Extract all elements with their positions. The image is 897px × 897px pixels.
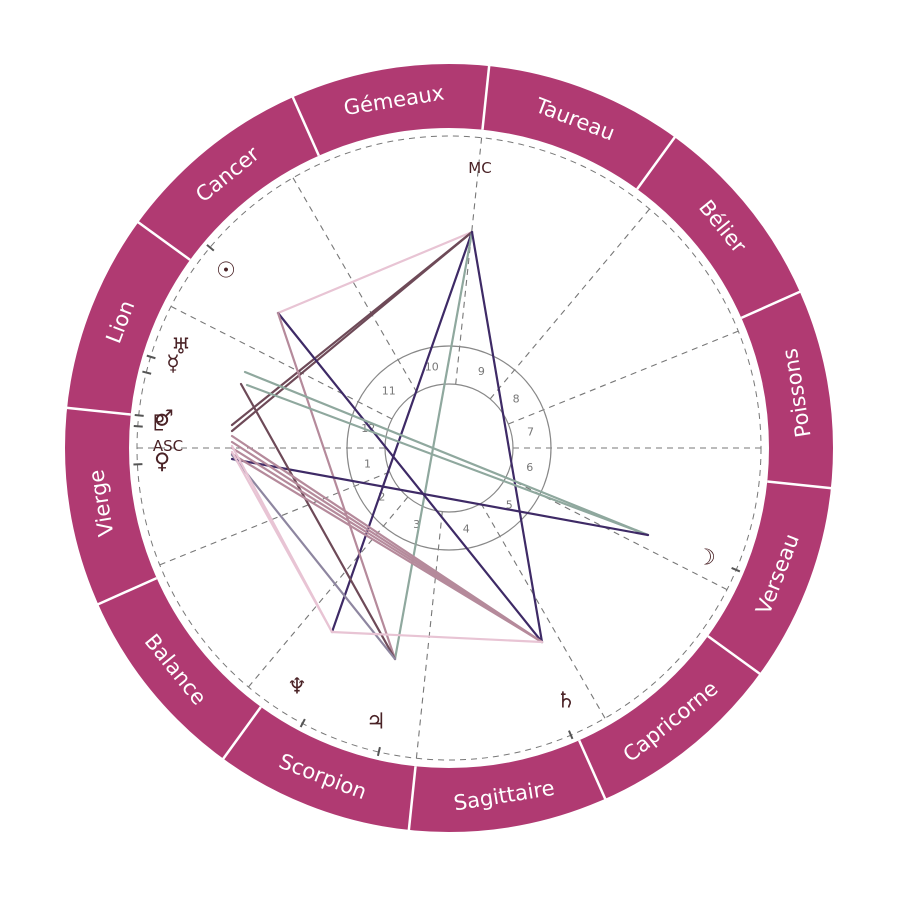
house-number-5: 5 — [506, 499, 513, 512]
planet-mercure-icon: ☿ — [166, 352, 180, 377]
aspect-line — [470, 230, 544, 644]
sign-divider — [65, 406, 131, 416]
aspect-line — [330, 230, 474, 634]
planet-mars-icon: ♂ — [154, 407, 174, 432]
planet-jupiter-icon: ♃ — [366, 710, 386, 735]
planet-soleil-icon: ☉ — [216, 259, 236, 284]
planet-vénus-icon: ♀ — [154, 450, 170, 475]
planet-ticks — [133, 244, 741, 757]
house-number-4: 4 — [463, 523, 470, 536]
sign-divider — [578, 739, 607, 801]
house-ring-outer — [346, 345, 552, 551]
house-number-7: 7 — [527, 426, 534, 439]
aspect-line — [230, 230, 474, 433]
sign-divider — [636, 135, 677, 190]
house-cusp-11 — [292, 177, 418, 393]
planet-tick — [376, 746, 381, 757]
planet-tick — [146, 354, 156, 360]
house-cusp-6 — [505, 476, 728, 591]
aspect-line — [239, 382, 397, 661]
house-number-6: 6 — [526, 461, 533, 474]
axis-label-mc: MC — [468, 159, 491, 177]
house-cusp-12 — [170, 305, 393, 420]
sign-divider — [767, 480, 833, 490]
aspect-line — [276, 311, 544, 644]
house-cusp-8 — [508, 330, 739, 425]
aspect-line — [393, 230, 474, 661]
aspect-lines — [230, 230, 650, 661]
house-number-8: 8 — [513, 393, 520, 406]
house-number-2: 2 — [378, 490, 385, 503]
zodiac-ring-band — [65, 64, 833, 832]
planet-glyphs: ☉ ♅☿ ♂♇ ♀ ☽ ♄ ♃ ♆ — [149, 259, 716, 735]
planet-tick — [133, 424, 143, 428]
aspect-line — [230, 450, 334, 634]
sign-divider — [707, 635, 762, 676]
house-ring-inner — [384, 383, 514, 513]
aspect-line — [245, 383, 650, 537]
sign-divider — [407, 766, 417, 832]
axis-label-asc: ASC — [153, 437, 183, 455]
house-cusp-10 — [455, 137, 483, 385]
house-number-1: 1 — [364, 457, 371, 470]
axis-labels: ASC MC — [153, 159, 492, 455]
house-cusp-4 — [415, 511, 443, 759]
sign-divider — [291, 95, 320, 157]
house-cusp-5 — [480, 503, 606, 719]
aspect-line — [230, 453, 397, 661]
planet-neptune-icon: ♆ — [287, 675, 307, 700]
planet-uranus-icon: ♅ — [171, 335, 191, 360]
planet-tick — [142, 370, 152, 375]
planet-tick — [568, 730, 574, 740]
aspect-line — [243, 370, 650, 537]
aspect-line — [276, 230, 474, 315]
planet-saturne-icon: ♄ — [556, 689, 576, 714]
aspect-line — [230, 457, 650, 537]
aspect-line — [276, 311, 397, 661]
planet-tick — [134, 413, 144, 417]
planet-pluton-icon: ♇ — [149, 412, 169, 437]
aspect-line — [330, 630, 544, 644]
house-number-3: 3 — [413, 518, 420, 531]
house-number-11: 11 — [382, 384, 396, 397]
sign-divider — [136, 220, 191, 261]
planet-tick — [731, 567, 741, 573]
house-cusp-lines — [136, 135, 762, 761]
aspect-line — [230, 452, 544, 644]
house-cusp-9 — [489, 208, 650, 400]
sign-divider — [740, 290, 802, 319]
house-cusp-2 — [159, 471, 390, 566]
sign-divider — [221, 706, 262, 761]
planet-tick — [206, 244, 215, 252]
house-number-9: 9 — [478, 365, 485, 378]
sign-divider — [96, 577, 158, 606]
planet-lune-icon: ☽ — [696, 546, 716, 571]
planet-tick — [299, 718, 306, 728]
sign-divider — [481, 64, 491, 130]
house-number-10: 10 — [425, 360, 439, 373]
house-cusp-3 — [248, 496, 409, 688]
